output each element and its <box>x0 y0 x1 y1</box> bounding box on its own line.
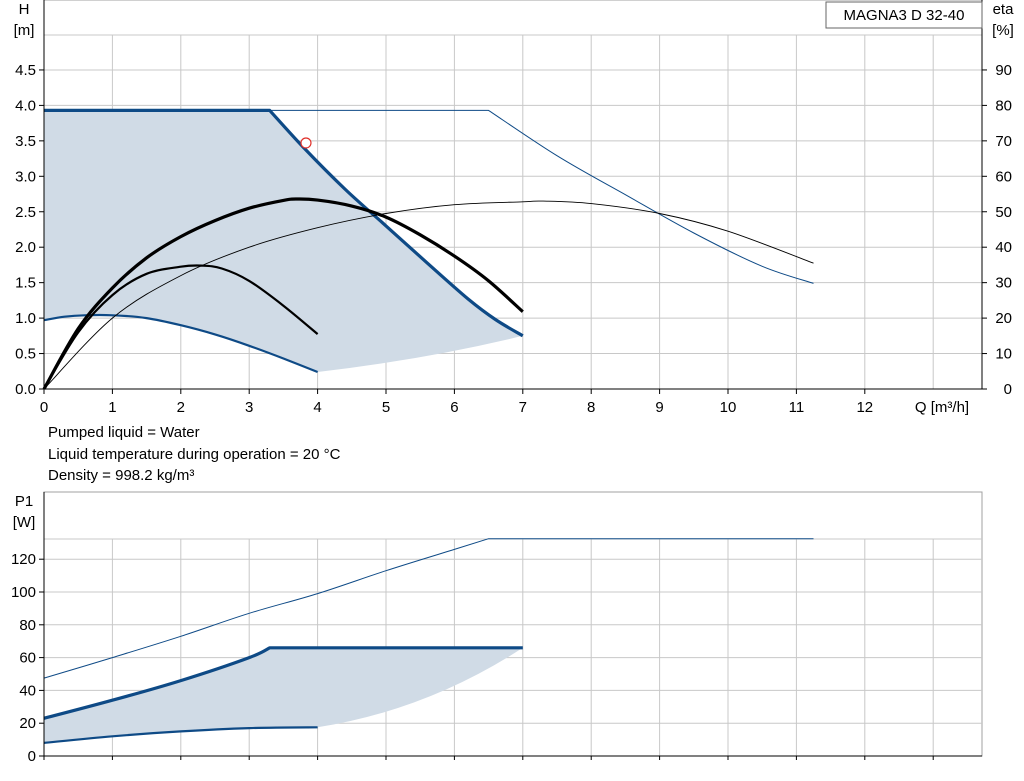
y-axis-unit: [W] <box>13 514 36 531</box>
x-tick-label: 2 <box>177 399 185 416</box>
density-text: Density = 998.2 kg/m³ <box>48 467 195 484</box>
y-tick-label: 1.5 <box>15 275 36 292</box>
operating-area <box>44 110 523 373</box>
y-axis-label: P1 <box>15 493 33 510</box>
y2-tick-label: 50 <box>995 204 1012 221</box>
x-tick-label: 9 <box>655 399 663 416</box>
y2-axis-label: eta <box>993 1 1015 18</box>
eta-min-curve <box>43 264 319 390</box>
y2-axis-unit: [%] <box>992 22 1014 39</box>
y-tick-label: 2.0 <box>15 239 36 256</box>
pump-label: MAGNA3 D 32-40 <box>844 7 965 24</box>
head-efficiency-plot: 0.00.51.01.52.02.53.03.54.04.5H[m]010203… <box>14 0 1015 416</box>
y-tick-label: 60 <box>19 650 36 667</box>
y-tick-label: 0.5 <box>15 346 36 363</box>
y-tick-label: 3.5 <box>15 133 36 150</box>
y-tick-label: 2.5 <box>15 204 36 221</box>
x-tick-label: 3 <box>245 399 253 416</box>
y2-tick-label: 60 <box>995 168 1012 185</box>
y-tick-label: 40 <box>19 682 36 699</box>
x-tick-label: 8 <box>587 399 595 416</box>
x-tick-label: 11 <box>789 399 805 416</box>
eta-extended <box>43 200 814 390</box>
y2-tick-label: 0 <box>1004 381 1012 398</box>
y-tick-label: 4.5 <box>15 62 36 79</box>
y2-tick-label: 30 <box>995 275 1012 292</box>
y2-tick-label: 20 <box>995 310 1012 327</box>
x-tick-label: 10 <box>720 399 737 416</box>
y2-tick-label: 40 <box>995 239 1012 256</box>
y-axis-unit: [m] <box>14 22 35 39</box>
liquid-temperature-text: Liquid temperature during operation = 20… <box>48 446 341 463</box>
y2-tick-label: 80 <box>995 97 1012 114</box>
y-tick-label: 120 <box>11 551 36 568</box>
duty-point-marker <box>300 137 312 149</box>
y-tick-label: 20 <box>19 715 36 732</box>
operating-area <box>44 647 523 743</box>
h-max-extended <box>269 109 814 284</box>
y-tick-label: 1.0 <box>15 310 36 327</box>
x-axis-label: Q [m³/h] <box>915 399 969 416</box>
y-tick-label: 80 <box>19 617 36 634</box>
h-min-curve <box>43 313 319 374</box>
p1-extended <box>43 538 814 679</box>
x-tick-label: 4 <box>313 399 321 416</box>
y2-tick-label: 10 <box>995 346 1012 363</box>
y2-tick-label: 70 <box>995 133 1012 150</box>
y-tick-label: 100 <box>11 584 36 601</box>
x-tick-label: 7 <box>519 399 527 416</box>
y-tick-label: 3.0 <box>15 168 36 185</box>
x-tick-label: 6 <box>450 399 458 416</box>
pump-label-box: MAGNA3 D 32-40 <box>825 1 983 29</box>
pumped-liquid-text: Pumped liquid = Water <box>48 424 200 441</box>
y-tick-label: 4.0 <box>15 97 36 114</box>
y-tick-label: 0 <box>28 748 36 765</box>
x-tick-label: 5 <box>382 399 390 416</box>
p1-max-curve <box>43 646 523 720</box>
power-plot: 0 20 40 60 80 100 120 P1 [W] <box>11 491 983 765</box>
eta-max-curve <box>42 197 524 390</box>
p1-min-curve <box>43 726 318 744</box>
y-axis-label: H <box>19 1 30 18</box>
y-tick-label: 0.0 <box>15 381 36 398</box>
x-tick-label: 1 <box>108 399 116 416</box>
y2-tick-label: 90 <box>995 62 1012 79</box>
x-tick-label: 12 <box>856 399 873 416</box>
x-tick-label: 0 <box>40 399 48 416</box>
